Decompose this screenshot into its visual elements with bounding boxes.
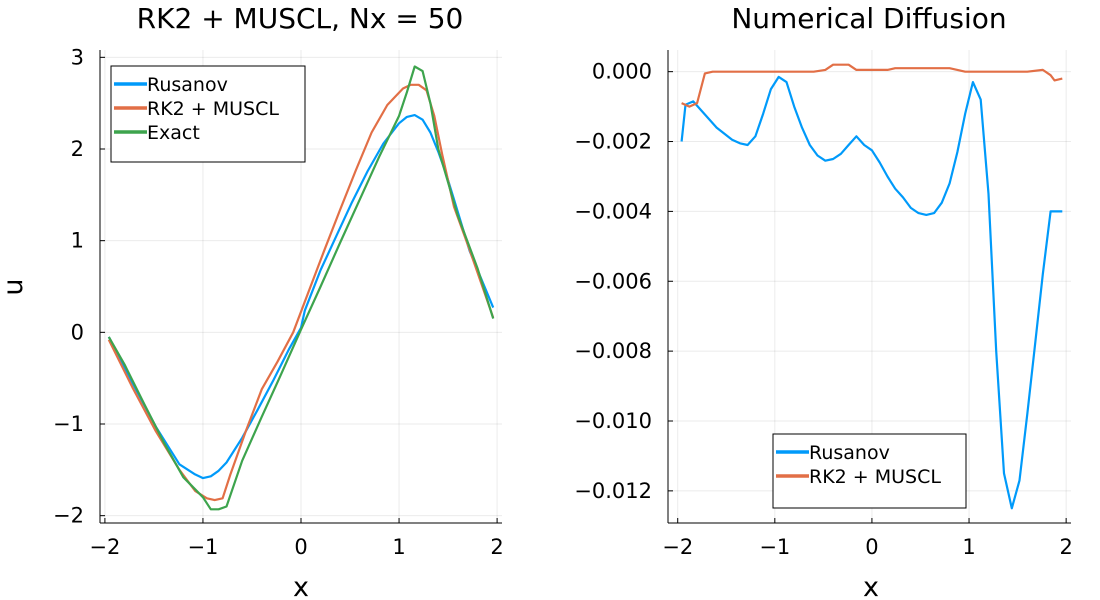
plot-left-ticks: −2 −1 0 1 2 −2 −1 0 1 2 3 bbox=[53, 45, 504, 559]
plot-left-xlabel: x bbox=[293, 572, 309, 600]
y-tick-label: 0.000 bbox=[592, 60, 652, 84]
y-tick-label: −2 bbox=[53, 504, 84, 528]
plot-right-axes bbox=[667, 50, 1071, 524]
y-tick-label: 2 bbox=[71, 137, 84, 161]
y-tick-label: −0.012 bbox=[574, 479, 652, 503]
legend-label: Exact bbox=[147, 122, 200, 144]
y-tick-label: −0.004 bbox=[574, 199, 652, 223]
x-tick-label: 0 bbox=[865, 535, 878, 559]
plot-left-ylabel: u bbox=[0, 278, 29, 295]
y-tick-label: −0.008 bbox=[574, 339, 652, 363]
y-tick-label: 0 bbox=[71, 320, 84, 344]
x-tick-label: −1 bbox=[187, 535, 218, 559]
plot-left: RK2 + MUSCL, Nx = 50 −2 −1 0 1 2 −2 −1 0 1 2 3 x u… bbox=[0, 2, 504, 600]
legend-box bbox=[110, 65, 306, 163]
legend-label: Rusanov bbox=[147, 74, 228, 96]
legend-box bbox=[772, 433, 967, 509]
x-tick-label: 1 bbox=[392, 535, 405, 559]
legend-label: Rusanov bbox=[809, 442, 890, 464]
legend-label: RK2 + MUSCL bbox=[147, 98, 279, 120]
plot-right-xlabel: x bbox=[863, 572, 879, 600]
series-line-exact bbox=[107, 65, 495, 511]
y-tick-label: −0.010 bbox=[574, 409, 652, 433]
x-tick-label: 2 bbox=[1059, 535, 1072, 559]
plot-right-series bbox=[680, 63, 1063, 510]
y-tick-label: −0.006 bbox=[574, 269, 652, 293]
x-tick-label: −2 bbox=[89, 535, 120, 559]
series-line-rusanov bbox=[680, 75, 1063, 510]
x-tick-label: −2 bbox=[662, 535, 693, 559]
y-tick-label: −1 bbox=[53, 412, 84, 436]
series-line-rk2-muscl bbox=[681, 63, 1063, 108]
x-tick-label: 1 bbox=[962, 535, 975, 559]
plot-left-title: RK2 + MUSCL, Nx = 50 bbox=[137, 2, 464, 35]
plot-right-title: Numerical Diffusion bbox=[731, 2, 1006, 35]
y-tick-label: 1 bbox=[71, 229, 84, 253]
plot-left-series bbox=[107, 65, 495, 511]
y-tick-label: 3 bbox=[71, 45, 84, 69]
plot-right: Numerical Diffusion −2 −1 0 1 2 0.000 −0.002 −0… bbox=[574, 2, 1073, 600]
plot-right-ticks: −2 −1 0 1 2 0.000 −0.002 −0.004 −0.006 −0.008 −0.0… bbox=[574, 60, 1073, 559]
legend-label: RK2 + MUSCL bbox=[809, 466, 941, 488]
y-tick-label: −0.002 bbox=[574, 130, 652, 154]
series-line-rusanov bbox=[107, 113, 495, 480]
x-tick-label: −1 bbox=[759, 535, 790, 559]
x-tick-label: 0 bbox=[294, 535, 307, 559]
x-tick-label: 2 bbox=[490, 535, 503, 559]
